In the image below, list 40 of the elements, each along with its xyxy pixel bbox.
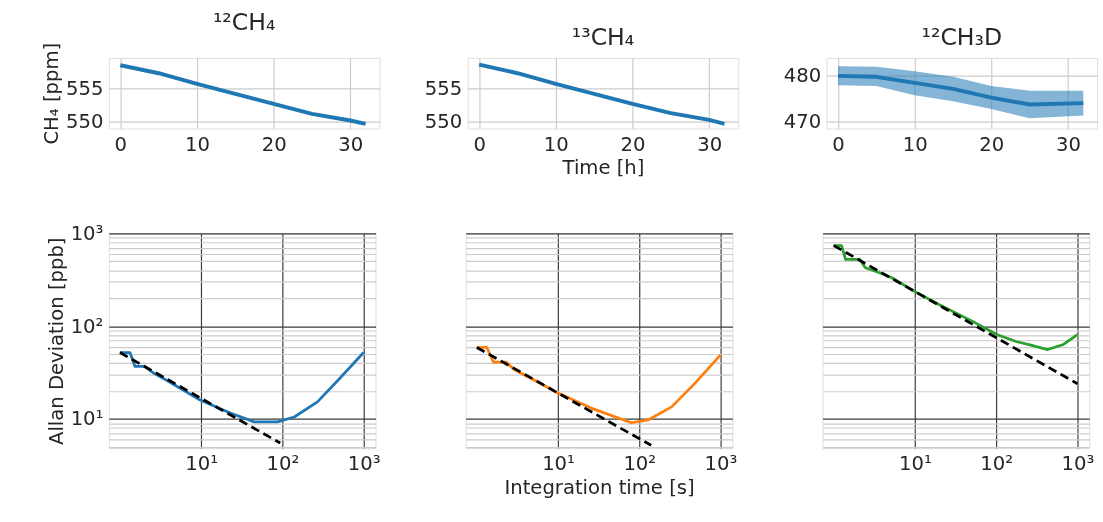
- x-tick-label: 20: [261, 132, 287, 156]
- x-tick-label: 0: [473, 132, 486, 156]
- x-tick-label: 10¹: [899, 452, 932, 476]
- x-tick-label: 10²: [623, 452, 657, 476]
- x-axis-title: Time [h]: [561, 156, 645, 180]
- x-tick-label: 10: [543, 132, 569, 156]
- x-tick-label: 10³: [1061, 452, 1095, 476]
- y-tick-label: 470: [783, 110, 822, 134]
- y-tick-label: 555: [424, 76, 463, 100]
- chart-title: ¹³CH₄: [571, 23, 635, 52]
- y-axis-title: Allan Deviation [ppb]: [44, 237, 68, 446]
- x-tick-label: 30: [338, 132, 364, 156]
- x-tick-label: 20: [620, 132, 646, 156]
- y-tick-label: 480: [783, 64, 822, 88]
- line-series: [477, 62, 727, 126]
- y-tick-label: 10²: [70, 314, 104, 338]
- x-tick-label: 10: [185, 132, 210, 156]
- line-series: [118, 63, 368, 126]
- x-axis-title: Integration time [s]: [504, 475, 695, 499]
- y-tick-label: 10³: [70, 221, 104, 245]
- x-tick-label: 0: [114, 132, 128, 156]
- x-tick-label: 0: [832, 132, 845, 156]
- x-tick-label: 30: [697, 132, 723, 156]
- chart-title: ¹²CH₃D: [921, 23, 1003, 52]
- y-tick-label: 550: [424, 110, 463, 134]
- x-tick-label: 30: [1056, 132, 1081, 156]
- y-tick-label: 10¹: [70, 407, 104, 431]
- x-tick-label: 10¹: [542, 452, 575, 476]
- x-tick-label: 10: [902, 132, 928, 156]
- y-tick-label: 555: [66, 76, 104, 100]
- x-tick-label: 10²: [266, 452, 300, 476]
- x-tick-label: 10¹: [185, 452, 219, 476]
- x-tick-label: 20: [979, 132, 1005, 156]
- x-tick-label: 10²: [980, 452, 1014, 476]
- line-series: [836, 73, 1086, 107]
- x-tick-label: 10³: [347, 452, 381, 476]
- chart-title: ¹²CH₄: [212, 7, 276, 36]
- y-tick-label: 550: [66, 110, 104, 134]
- x-tick-label: 10³: [704, 452, 738, 476]
- y-axis-title: CH₄ [ppm]: [40, 42, 64, 145]
